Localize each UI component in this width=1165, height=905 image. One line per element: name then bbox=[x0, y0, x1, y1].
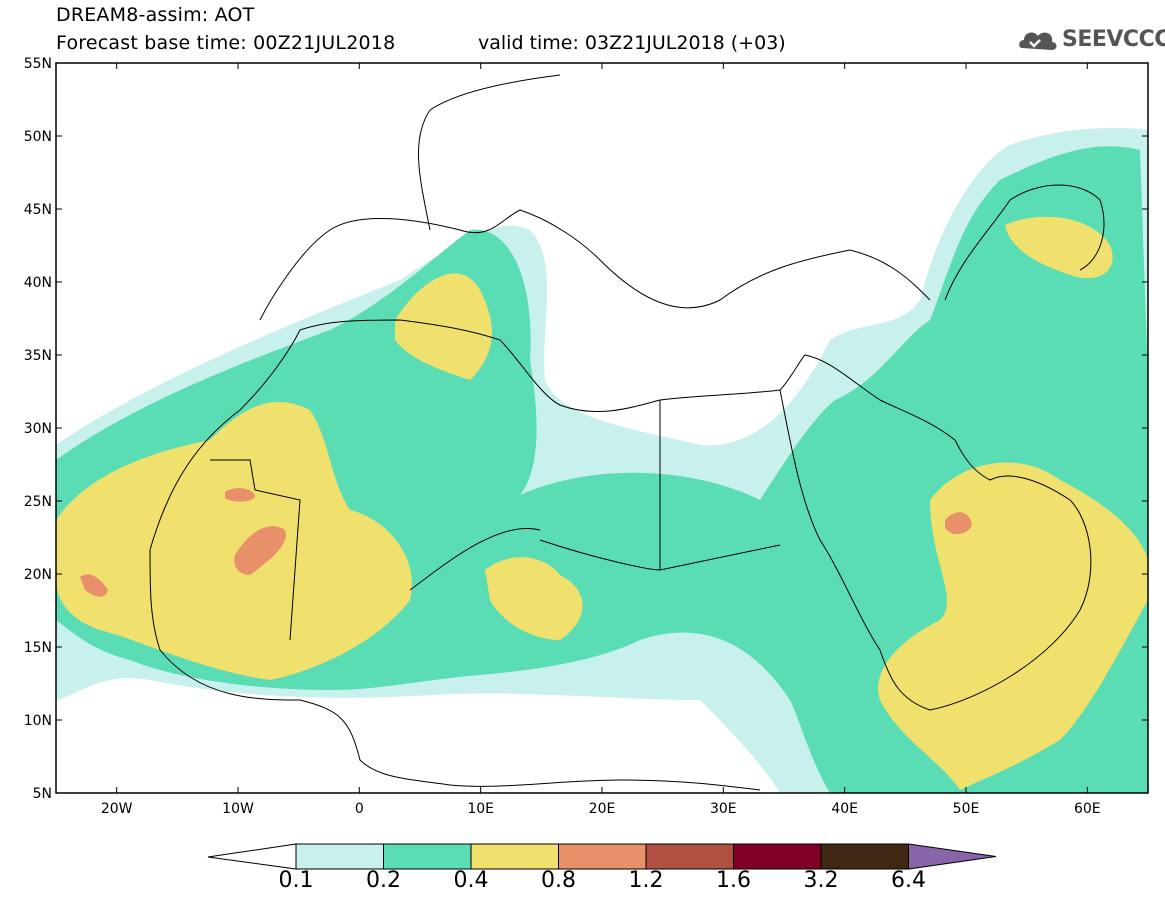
aot-level-0.4-area-caspian bbox=[1005, 216, 1113, 279]
lat-label: 45N bbox=[24, 202, 52, 218]
colorbar-level-label: 1.6 bbox=[716, 868, 751, 893]
lat-label: 30N bbox=[24, 421, 52, 437]
lat-label: 20N bbox=[24, 567, 52, 583]
colorbar-swatch bbox=[820, 843, 909, 870]
colorbar-level-label: 1.2 bbox=[628, 868, 664, 893]
seevccc-cloud-logo-icon bbox=[1019, 32, 1057, 50]
lon-label: 10E bbox=[467, 801, 494, 817]
colorbar-swatch bbox=[733, 843, 822, 870]
base-time-label: Forecast base time: 00Z21JUL2018 bbox=[56, 32, 396, 54]
aot-level-0.8-area bbox=[234, 526, 286, 575]
aot-level-0.8-area bbox=[945, 512, 972, 535]
colorbar-high-arrow bbox=[908, 843, 997, 870]
lat-label: 5N bbox=[33, 786, 52, 802]
aot-level-0.4-area bbox=[56, 401, 412, 680]
axis-ticks bbox=[56, 62, 1148, 794]
aot-level-0.4-area-arabia bbox=[878, 462, 1148, 790]
colorbar-level-label: 0.4 bbox=[453, 868, 489, 893]
colorbar-swatch bbox=[645, 843, 734, 870]
lon-label: 50E bbox=[953, 801, 980, 817]
colorbar-level-label: 3.2 bbox=[803, 868, 839, 893]
coastlines bbox=[149, 74, 1105, 791]
lat-label: 10N bbox=[24, 713, 52, 729]
lat-label: 15N bbox=[24, 640, 52, 656]
lat-label: 35N bbox=[24, 348, 52, 364]
colorbar-low-arrow bbox=[207, 843, 297, 870]
lon-label: 10W bbox=[222, 801, 254, 817]
valid-time-label: valid time: 03Z21JUL2018 (+03) bbox=[478, 32, 786, 54]
colorbar-level-label: 0.2 bbox=[366, 868, 401, 893]
aot-level-0.8-area bbox=[225, 488, 255, 502]
colorbar-level-label: 0.8 bbox=[541, 868, 576, 893]
colorbar bbox=[207, 843, 997, 870]
lon-label: 20W bbox=[101, 801, 133, 817]
map-title: DREAM8-assim: AOT bbox=[56, 4, 255, 26]
lat-label: 55N bbox=[24, 56, 52, 72]
colorbar-swatch bbox=[383, 843, 472, 870]
lon-label: 0 bbox=[355, 801, 364, 817]
aot-level-0.8-area bbox=[80, 574, 108, 597]
lon-label: 20E bbox=[589, 801, 616, 817]
lon-label: 30E bbox=[710, 801, 737, 817]
lat-label: 25N bbox=[24, 494, 52, 510]
lat-label: 50N bbox=[24, 129, 52, 145]
colorbar-swatch bbox=[470, 843, 559, 870]
axis-labels: 55N 50N 45N 40N 35N 30N 25N 20N 15N 10N 5N 20W 10W 0 1… bbox=[24, 56, 1101, 817]
colorbar-swatch bbox=[295, 843, 384, 870]
logo-text: SEEVCCC bbox=[1062, 27, 1165, 52]
lon-label: 40E bbox=[831, 801, 858, 817]
colorbar-level-label: 6.4 bbox=[891, 868, 926, 893]
colorbar-swatch bbox=[558, 843, 647, 870]
aot-field bbox=[56, 63, 1148, 793]
lon-label: 60E bbox=[1074, 801, 1101, 817]
aot-level-0.4-area-chad bbox=[485, 557, 583, 640]
lat-label: 40N bbox=[24, 275, 52, 291]
colorbar-level-label: 0.1 bbox=[278, 868, 314, 893]
